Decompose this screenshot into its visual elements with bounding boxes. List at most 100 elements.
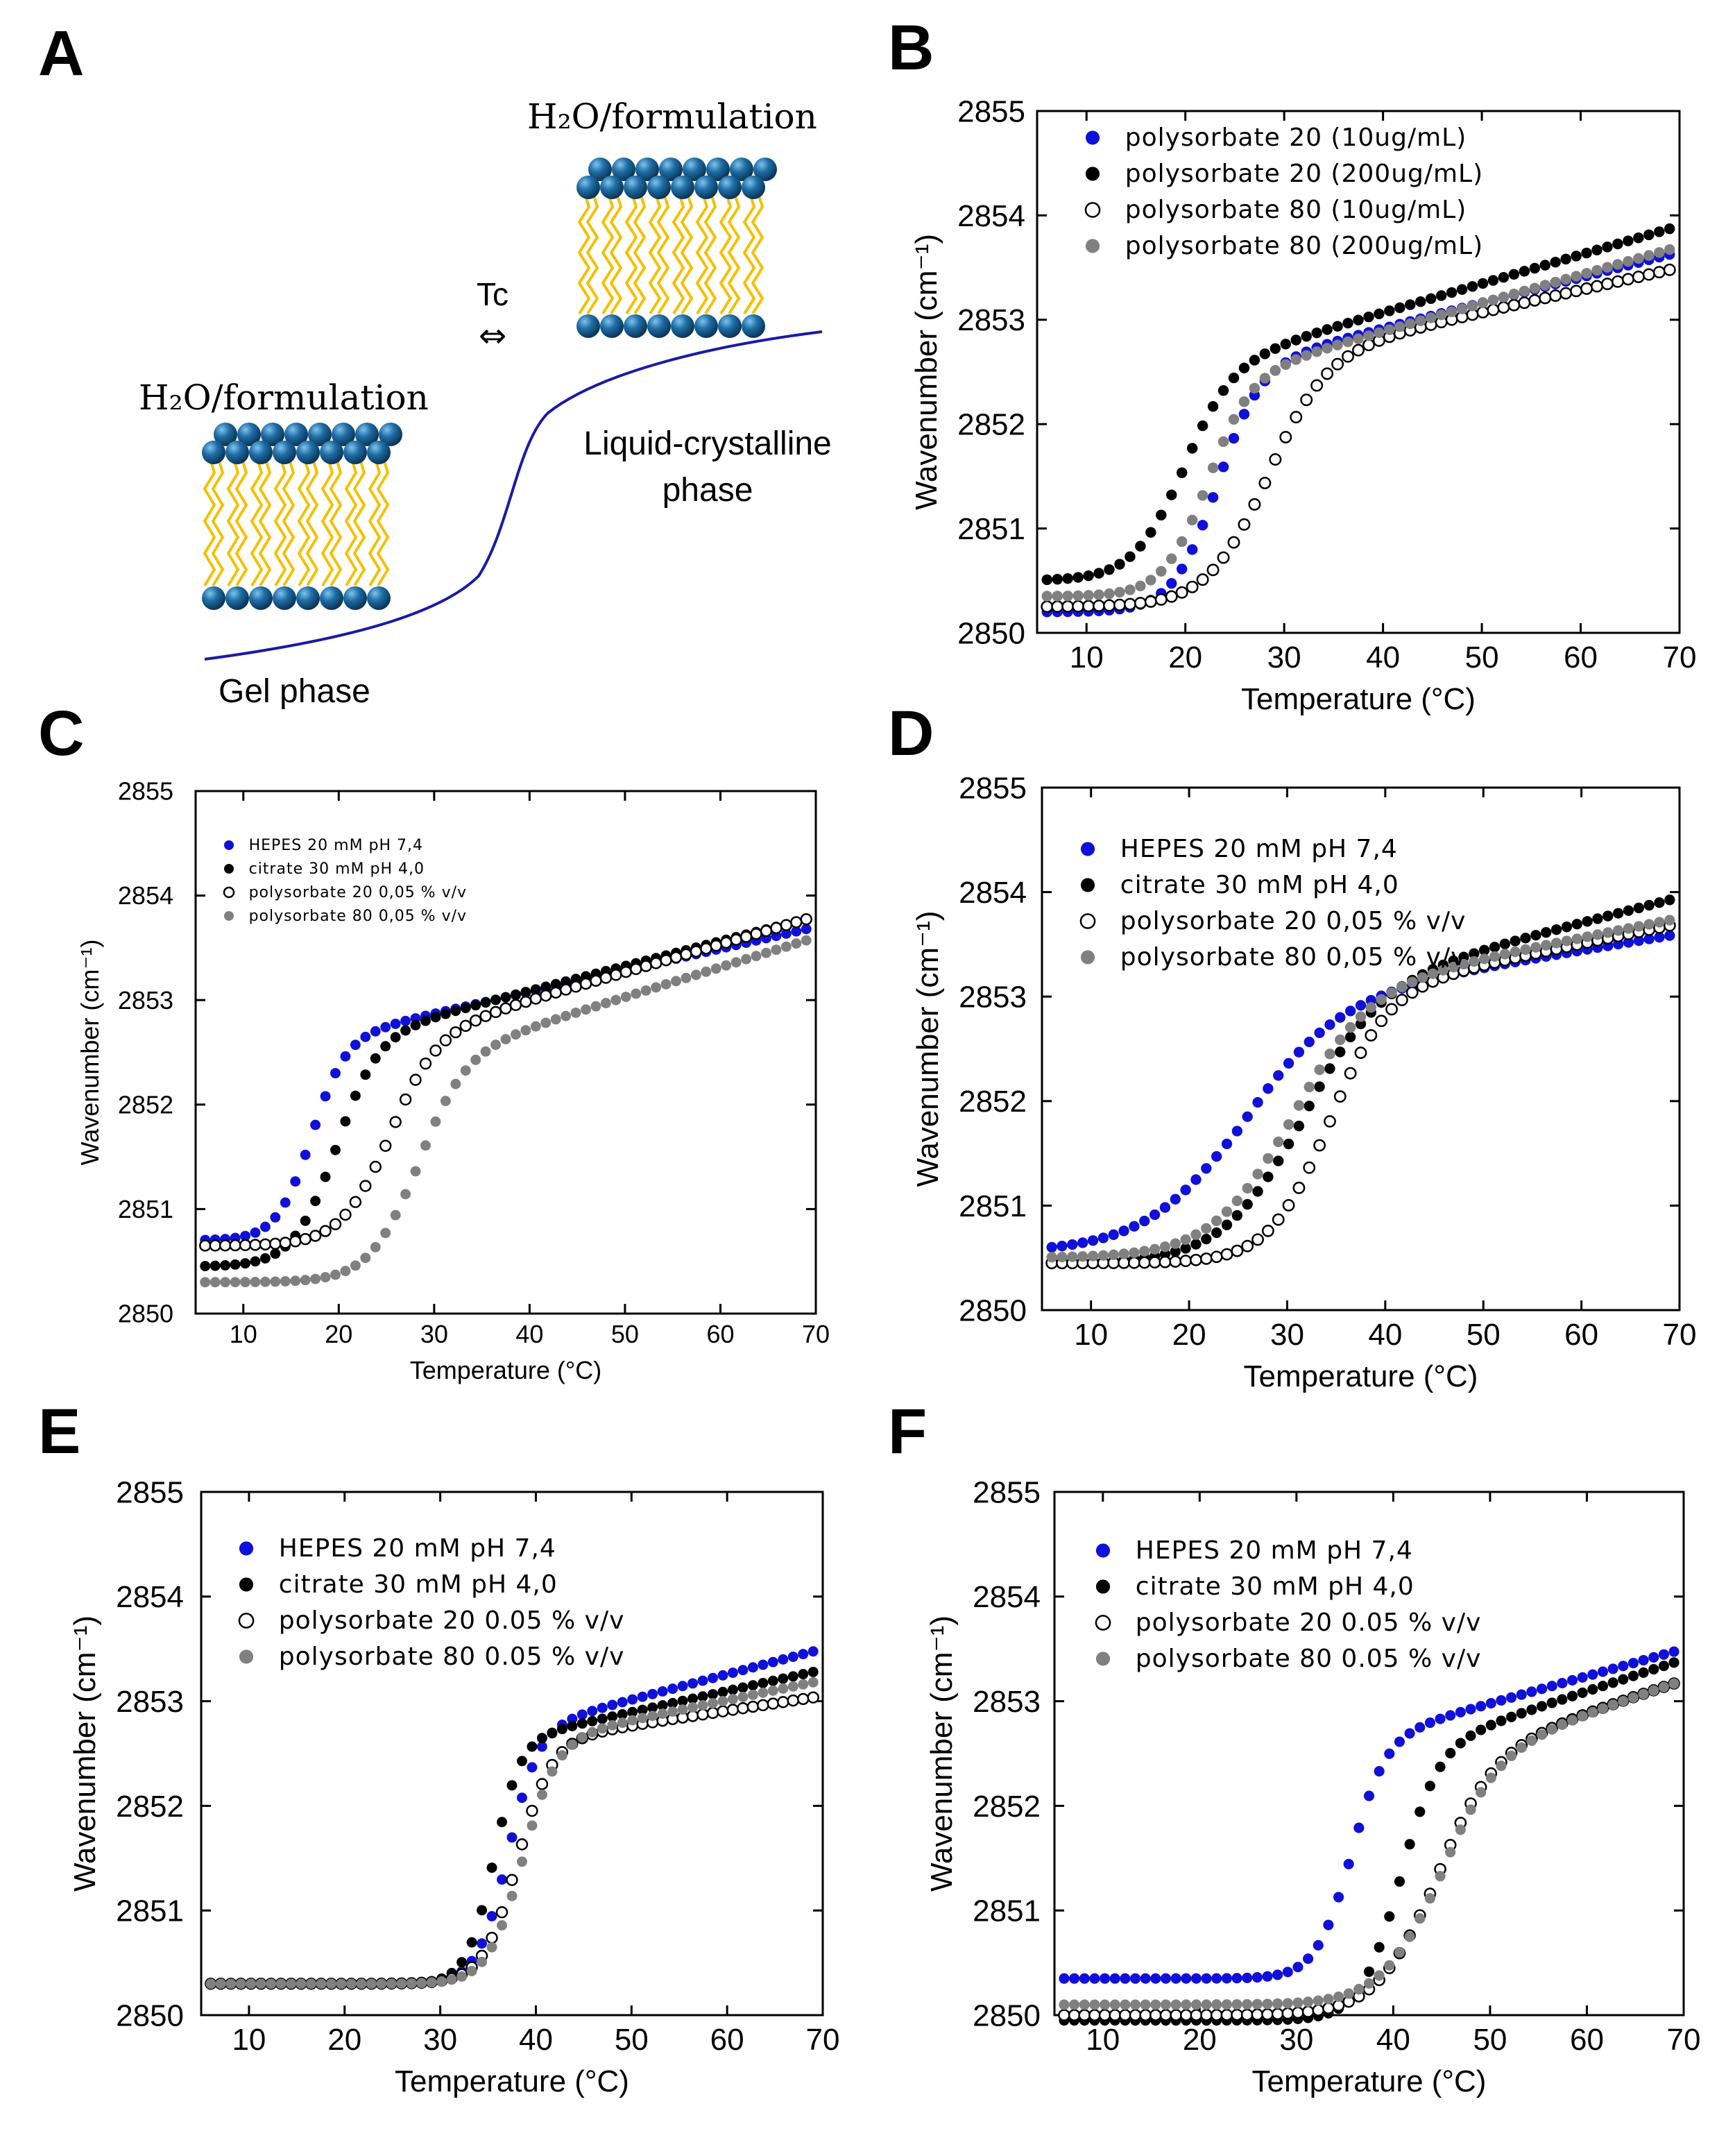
data-point [1489, 951, 1501, 962]
lipid-head [694, 314, 718, 338]
data-point [1231, 2008, 1243, 2021]
data-point [1664, 223, 1675, 235]
data-point [1149, 1209, 1161, 1221]
data-point [477, 1938, 488, 1949]
legend-marker [224, 840, 234, 850]
data-point [360, 1253, 371, 1264]
data-point [230, 1277, 241, 1288]
data-point [1541, 940, 1552, 951]
data-point [690, 945, 703, 958]
data-point [329, 1218, 342, 1230]
data-point [1405, 986, 1419, 999]
x-tick-label: 60 [710, 2023, 744, 2057]
data-point [1231, 1209, 1243, 1221]
data-point [730, 957, 742, 968]
data-point [210, 1277, 221, 1288]
data-point [380, 1041, 391, 1052]
data-point [1607, 1699, 1618, 1711]
liquid-crystalline-label: Liquid-crystalline [583, 425, 832, 462]
lipid-head [624, 176, 647, 199]
lipid-tail [329, 456, 343, 587]
data-point [1139, 1246, 1150, 1257]
data-point [1259, 348, 1271, 359]
panel-e-letter: E [38, 1396, 80, 1467]
data-point [1093, 600, 1106, 613]
data-point [1300, 393, 1313, 407]
data-point [1352, 343, 1365, 357]
data-point [459, 1019, 472, 1033]
x-tick-label: 60 [1570, 2023, 1604, 2057]
data-point [1323, 1994, 1334, 2005]
data-point [1485, 1772, 1496, 1783]
data-point [1384, 1911, 1395, 1922]
lipid-head [659, 158, 683, 181]
data-point [1465, 1704, 1476, 1715]
y-tick-label: 2855 [118, 777, 173, 806]
data-point [390, 1018, 401, 1029]
data-point [490, 994, 502, 1005]
data-point [1549, 289, 1562, 303]
lipid-head [683, 158, 706, 181]
data-point [1476, 1701, 1487, 1712]
data-point [1445, 1847, 1456, 1858]
data-point [450, 1078, 461, 1089]
data-point [1135, 541, 1146, 552]
data-point [1404, 1931, 1415, 1942]
lipid-head [308, 423, 332, 446]
data-point [1144, 595, 1157, 608]
data-point [1238, 396, 1250, 407]
data-point [199, 1239, 212, 1252]
data-point [1571, 919, 1582, 930]
data-point [1217, 385, 1229, 396]
data-point [1374, 1942, 1385, 1953]
data-point [1181, 1999, 1192, 2010]
chart-panel-f: F 10 20 30 40 50 60 70 2850 2851 2852 2853 2854 2855 T… [888, 1396, 1700, 2098]
data-point [490, 1039, 502, 1051]
data-point [1207, 400, 1219, 412]
data-point [1343, 1858, 1354, 1869]
data-point [497, 1874, 507, 1885]
chart-panel-d: D 10 20 30 40 50 60 70 2850 2851 2852 2853 2854 2855 T… [888, 698, 1696, 1393]
data-point [1311, 346, 1322, 357]
lipid-head [249, 441, 273, 464]
data-point [390, 1032, 401, 1043]
lipid-head [624, 314, 647, 338]
data-point [697, 1700, 708, 1711]
data-point [1069, 1973, 1080, 1984]
series-polysorbate-80-0-05-v-v [1046, 915, 1675, 1263]
data-point [1231, 1973, 1242, 1984]
data-point [1120, 1999, 1131, 2010]
data-point [1592, 913, 1603, 924]
lipid-tail [751, 191, 764, 315]
data-point [1301, 2005, 1315, 2018]
y-tick-label: 2853 [959, 981, 1027, 1015]
data-point [741, 953, 752, 965]
data-point [1654, 932, 1665, 943]
data-point [1664, 244, 1675, 255]
data-point [1623, 923, 1634, 934]
data-point [1062, 591, 1073, 602]
data-point [1201, 1973, 1212, 1984]
legend-label: citrate 30 mM pH 4,0 [279, 1570, 558, 1599]
data-point [1333, 1090, 1347, 1103]
data-point [1201, 1223, 1212, 1234]
data-point [416, 1978, 427, 1989]
data-point [1643, 899, 1655, 911]
data-point [599, 971, 613, 984]
data-point [1415, 1913, 1426, 1924]
data-point [286, 1978, 297, 1989]
data-point [310, 1119, 321, 1130]
data-point [1262, 1971, 1273, 1982]
data-point [758, 1678, 769, 1688]
data-point [1201, 1163, 1212, 1174]
legend-label: HEPES 20 mM pH 7,4 [1136, 1536, 1413, 1565]
data-point [1207, 492, 1219, 503]
data-point [1058, 2009, 1070, 2021]
data-point [250, 1256, 261, 1267]
y-axis-label: Wavenumber (cm⁻¹) [911, 910, 945, 1187]
panel-c-letter: C [38, 698, 84, 769]
legend-label: polysorbate 80 0.05 % v/v [1136, 1645, 1482, 1673]
lipid-head [202, 586, 225, 610]
data-point [1623, 235, 1634, 246]
data-point [1658, 1681, 1669, 1692]
